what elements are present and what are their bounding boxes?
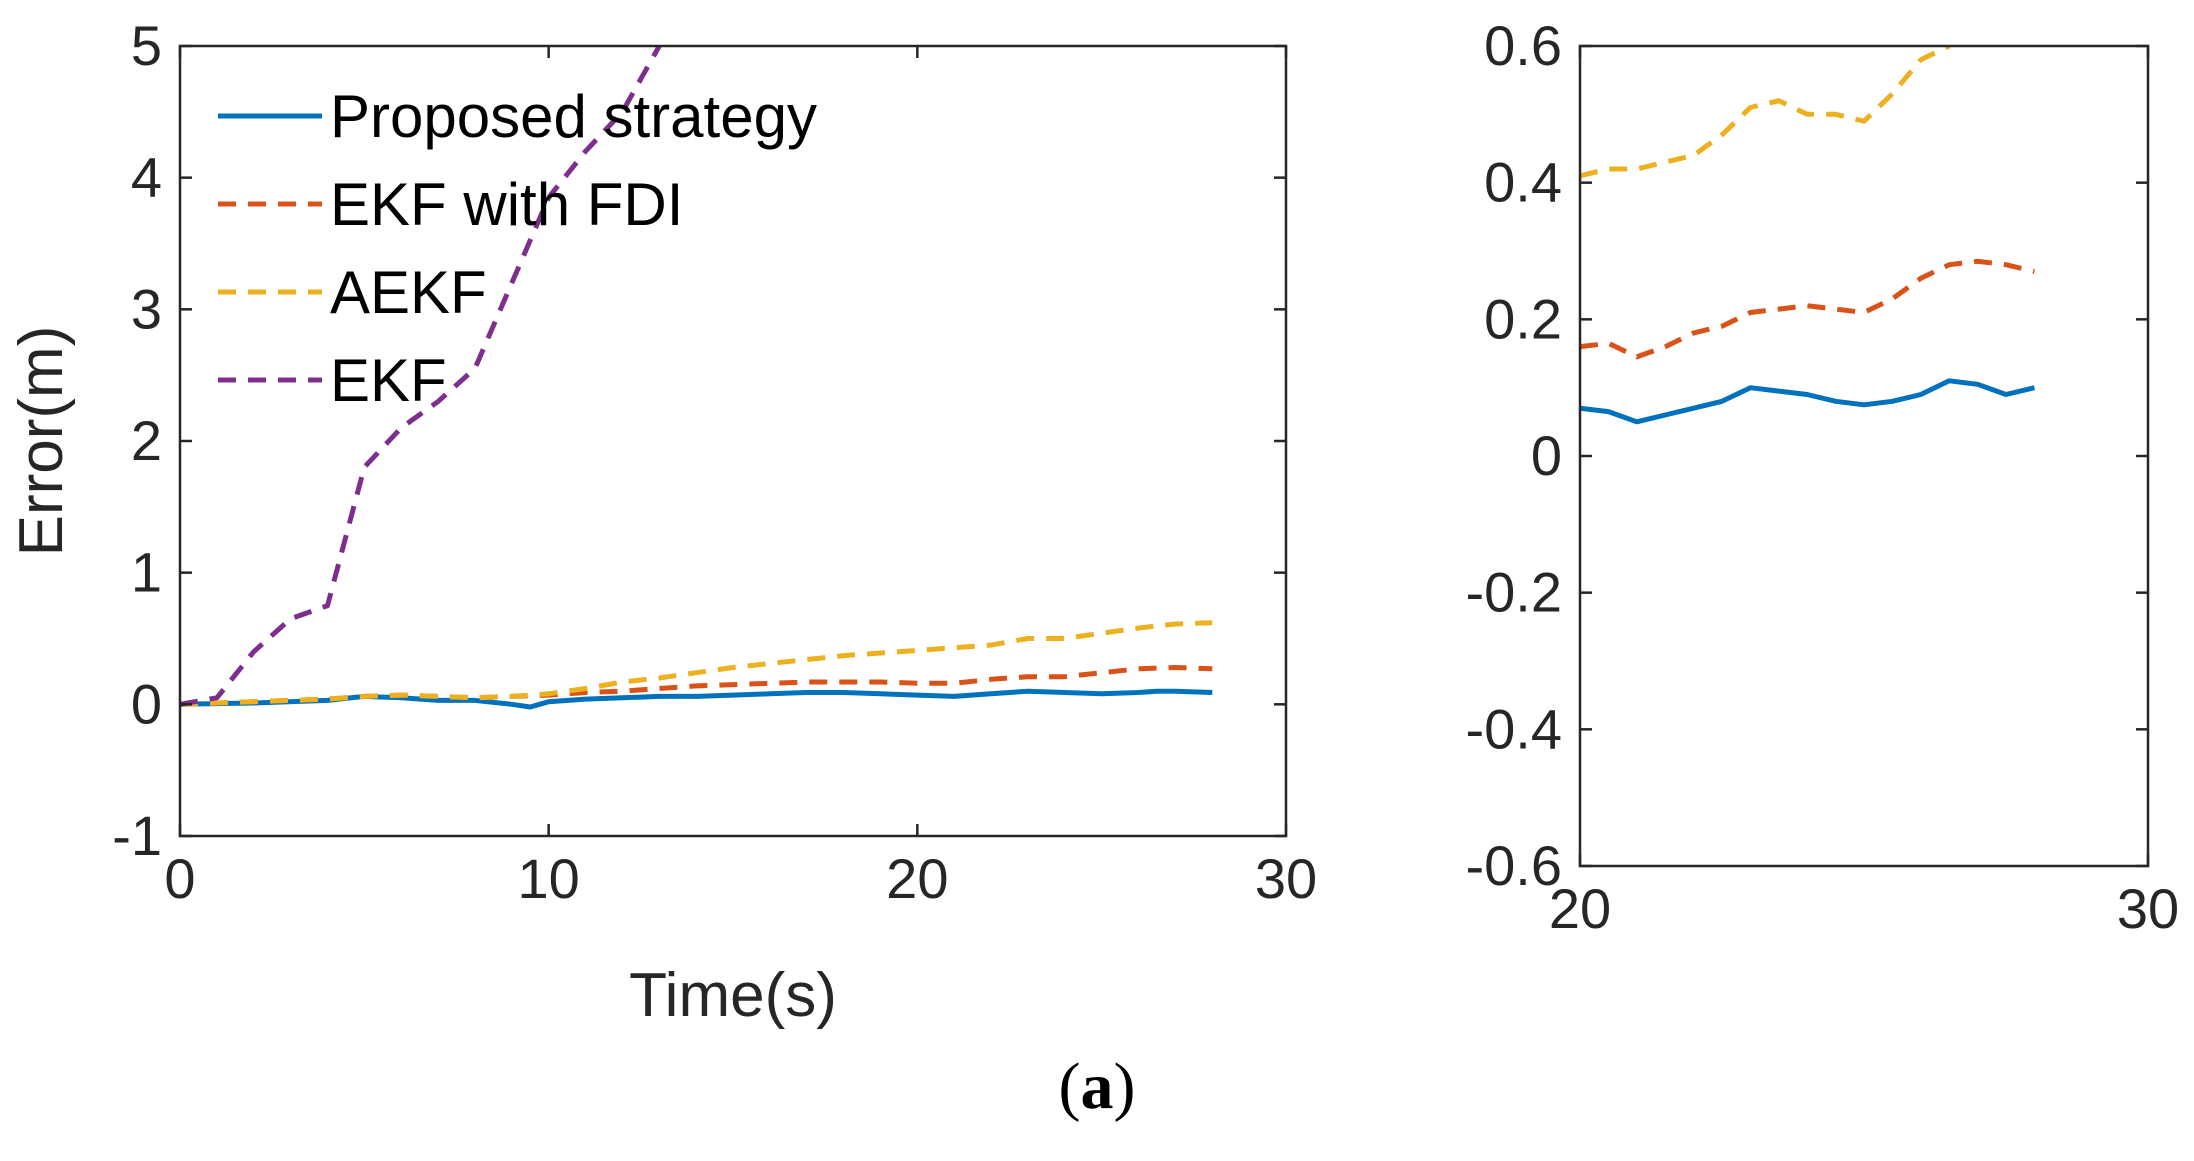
zoom-series-ekf-with-fdi bbox=[1580, 258, 2035, 360]
main-y-tick-label: 2 bbox=[131, 409, 162, 472]
main-y-axis-title: Error(m) bbox=[7, 326, 76, 557]
main-legend: Proposed strategy EKF with FDI AEKF EKF bbox=[218, 83, 817, 414]
zoom-y-tick-label: 0.4 bbox=[1484, 151, 1562, 214]
zoom-ticks: 20 30 -0.6 -0.4 -0.2 0 0.2 0.4 0.6 bbox=[1466, 14, 2180, 940]
zoom-y-tick-label: 0.2 bbox=[1484, 287, 1562, 350]
figure-caption: (a) bbox=[1059, 1050, 1136, 1123]
zoom-x-tick-label: 30 bbox=[2117, 877, 2179, 940]
zoom-series-layer bbox=[1580, 46, 2035, 425]
legend-label-proposed-strategy: Proposed strategy bbox=[330, 83, 817, 150]
main-y-tick-label: -1 bbox=[112, 804, 162, 867]
main-y-tick-label: 0 bbox=[131, 672, 162, 735]
legend-label-ekf-with-fdi: EKF with FDI bbox=[330, 171, 683, 238]
main-series-aekf bbox=[180, 620, 1213, 707]
main-x-tick-label: 0 bbox=[164, 847, 195, 910]
legend-label-aekf: AEKF bbox=[330, 259, 487, 326]
main-series-proposed-strategy bbox=[180, 688, 1213, 710]
zoom-y-tick-label: -0.2 bbox=[1466, 561, 1563, 624]
zoom-series-proposed-strategy bbox=[1580, 378, 2035, 425]
main-y-tick-label: 5 bbox=[131, 14, 162, 77]
zoom-y-tick-label: 0.6 bbox=[1484, 14, 1562, 77]
caption-close-paren: ) bbox=[1114, 1050, 1136, 1123]
main-x-axis-title: Time(s) bbox=[629, 961, 837, 1030]
main-x-tick-label: 20 bbox=[886, 847, 948, 910]
zoom-series-aekf bbox=[1580, 46, 1951, 179]
main-series-ekf bbox=[180, 46, 662, 707]
main-y-tick-label: 3 bbox=[131, 277, 162, 340]
main-y-tick-label: 1 bbox=[131, 541, 162, 604]
main-x-tick-label: 10 bbox=[518, 847, 580, 910]
main-x-tick-label: 30 bbox=[1255, 847, 1317, 910]
main-series-layer bbox=[180, 46, 1213, 710]
main-series-ekf-with-fdi bbox=[180, 665, 1213, 707]
legend-label-ekf: EKF bbox=[330, 347, 447, 414]
zoom-y-tick-label: -0.6 bbox=[1466, 834, 1563, 897]
zoom-x-tick-label: 20 bbox=[1549, 877, 1611, 940]
zoom-y-tick-label: 0 bbox=[1531, 424, 1562, 487]
caption-letter: a bbox=[1081, 1050, 1114, 1123]
main-y-tick-label: 4 bbox=[131, 146, 162, 209]
caption-open-paren: ( bbox=[1059, 1050, 1081, 1123]
zoom-y-tick-label: -0.4 bbox=[1466, 697, 1563, 760]
zoom-chart: 20 30 -0.6 -0.4 -0.2 0 0.2 0.4 0.6 bbox=[1466, 14, 2180, 940]
